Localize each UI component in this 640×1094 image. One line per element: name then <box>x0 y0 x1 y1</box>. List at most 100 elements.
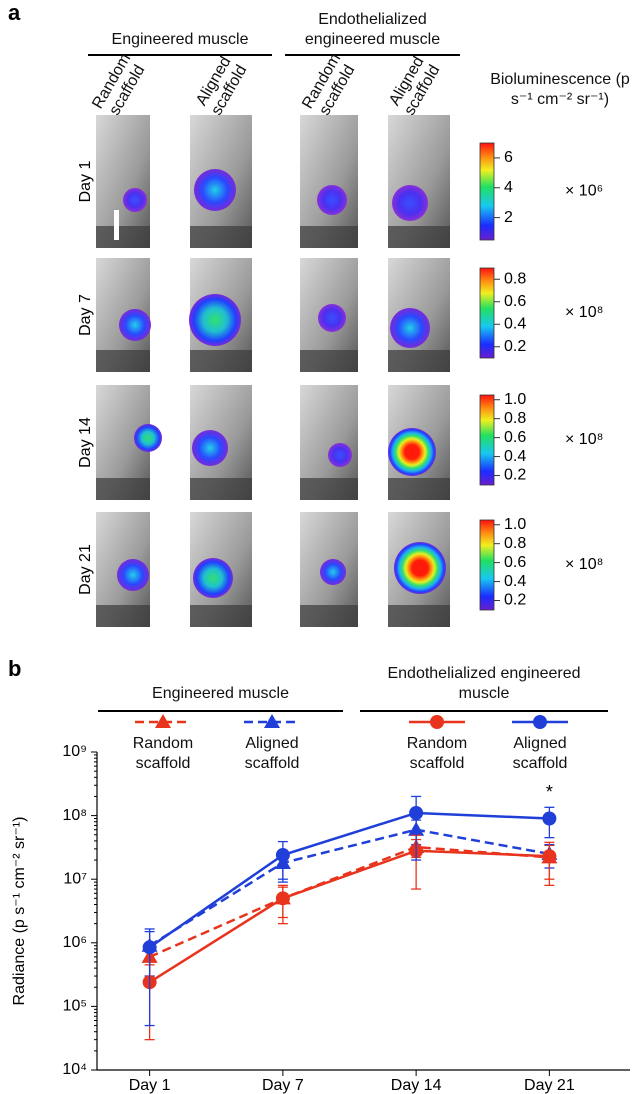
legend-label: Random scaffold <box>406 735 468 772</box>
mouse-image <box>300 115 358 248</box>
mouse-image <box>388 115 450 248</box>
bioluminescence-signal <box>134 424 162 452</box>
legend-group-title: Engineered muscle <box>152 685 289 702</box>
data-point <box>409 805 424 820</box>
y-tick-label: 10⁶ <box>63 934 87 951</box>
series-line <box>149 845 550 959</box>
colorbar-tick-label: 0.6 <box>504 293 526 310</box>
image-shadow <box>388 605 450 627</box>
colorbar-tick-label: 2 <box>504 209 513 226</box>
bioluminescence-signal <box>317 185 347 215</box>
colorbar <box>479 394 495 486</box>
image-shadow <box>190 605 252 627</box>
series-line <box>148 828 550 947</box>
image-shadow <box>190 478 252 500</box>
bioluminescence-signal <box>192 430 228 466</box>
colorbar-tick-label: 0.4 <box>504 448 526 465</box>
data-point <box>142 940 157 955</box>
y-tick-label: 10⁸ <box>62 807 87 824</box>
annotation: * <box>546 782 553 802</box>
image-shadow <box>388 226 450 248</box>
legend-label: Random scaffold <box>132 735 194 772</box>
y-tick-label: 10⁷ <box>63 870 87 887</box>
bioluminescence-signal <box>328 443 352 467</box>
image-shadow <box>190 226 252 248</box>
colorbar-multiplier: × 10⁸ <box>565 304 603 321</box>
image-shadow <box>300 605 358 627</box>
y-tick-label: 10⁵ <box>63 998 87 1015</box>
legend-group-title: Endothelialized engineered muscle <box>387 665 581 702</box>
legend-marker <box>430 715 444 729</box>
colorbar-tick-label: 4 <box>504 179 513 196</box>
image-shadow <box>96 478 150 500</box>
colorbar-tick-label: 0.6 <box>504 429 526 446</box>
colorbar <box>479 267 495 359</box>
colorbar-multiplier: × 10⁶ <box>565 183 603 200</box>
colorbar-tick-label: 6 <box>504 149 513 166</box>
colorbar-tick-label: 0.8 <box>504 535 526 552</box>
row-label: Day 21 <box>77 544 94 595</box>
series-line <box>148 849 550 984</box>
image-shadow <box>300 478 358 500</box>
y-tick-label: 10⁴ <box>62 1061 87 1078</box>
legend-marker <box>264 714 280 728</box>
bioluminescence-signal <box>390 308 430 348</box>
x-tick-label: Day 14 <box>391 1077 442 1094</box>
x-tick-label: Day 7 <box>262 1077 304 1094</box>
bioluminescence-signal <box>388 428 436 476</box>
bioluminescence-signal <box>117 559 149 591</box>
x-tick-label: Day 1 <box>129 1077 171 1094</box>
bioluminescence-signal <box>119 309 151 341</box>
colorbar-tick-label: 1.0 <box>504 516 526 533</box>
image-shadow <box>388 478 450 500</box>
panel-label: a <box>8 0 21 25</box>
colorbar-tick-label: 0.4 <box>504 315 526 332</box>
bioluminescence-signal <box>189 294 241 346</box>
colorbar <box>479 519 495 611</box>
colorbar-tick-label: 0.6 <box>504 554 526 571</box>
bioluminescence-signal <box>320 559 346 585</box>
legend-marker <box>155 714 171 728</box>
bioluminescence-signal <box>392 185 428 221</box>
series-line <box>148 811 550 949</box>
colorbar-tick-label: 0.8 <box>504 410 526 427</box>
image-shadow <box>96 226 150 248</box>
image-shadow <box>96 605 150 627</box>
colorbar-multiplier: × 10⁸ <box>565 431 603 448</box>
group-title: Endothelialized engineered muscle <box>304 11 441 48</box>
legend-label: Aligned scaffold <box>512 735 568 772</box>
group-title: Engineered muscle <box>111 31 249 48</box>
image-shadow <box>96 350 150 372</box>
colorbar-tick-label: 0.2 <box>504 467 526 484</box>
image-shadow <box>300 350 358 372</box>
image-shadow <box>300 226 358 248</box>
panel-label: b <box>8 656 21 681</box>
data-point <box>275 848 290 863</box>
x-tick-label: Day 21 <box>524 1077 575 1094</box>
data-point <box>275 891 290 906</box>
bioluminescence-signal <box>394 542 446 594</box>
bioluminescence-signal <box>193 558 233 598</box>
colorbar-tick-label: 0.8 <box>504 270 526 287</box>
y-tick-label: 10⁹ <box>62 743 87 760</box>
colorbar <box>479 142 495 241</box>
legend-label: Aligned scaffold <box>244 735 300 772</box>
bioluminescence-signal <box>123 188 147 212</box>
row-label: Day 1 <box>77 161 94 203</box>
colorbar-tick-label: 0.4 <box>504 573 526 590</box>
legend-marker <box>533 715 547 729</box>
bioluminescence-signal <box>318 304 346 332</box>
data-point <box>542 849 557 864</box>
y-axis-label: Radiance (p s⁻¹ cm⁻² sr⁻¹) <box>11 817 28 1006</box>
image-shadow <box>190 350 252 372</box>
row-label: Day 7 <box>77 294 94 336</box>
colorbar-tick-label: 0.2 <box>504 592 526 609</box>
colorbar-tick-label: 0.2 <box>504 338 526 355</box>
colorbar-multiplier: × 10⁸ <box>565 556 603 573</box>
bioluminescence-signal <box>194 169 236 211</box>
colorbar-tick-label: 1.0 <box>504 391 526 408</box>
mouse-image <box>96 115 150 248</box>
image-shadow <box>388 350 450 372</box>
